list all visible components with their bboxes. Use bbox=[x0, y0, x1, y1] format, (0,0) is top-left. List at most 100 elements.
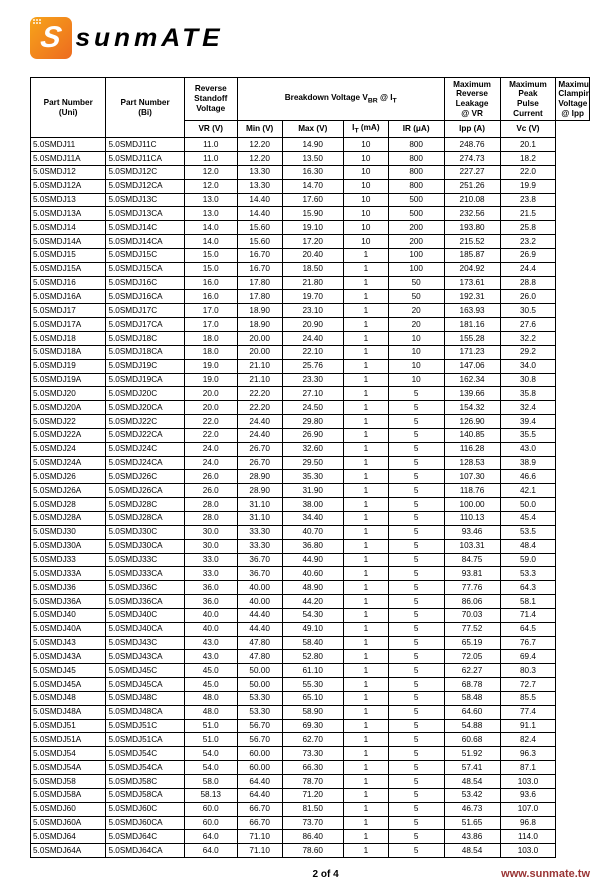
table-row: 5.0SMDJ45A5.0SMDJ45CA45.050.0055.301568.… bbox=[31, 678, 590, 692]
cell: 85.5 bbox=[500, 691, 556, 705]
cell: 22.10 bbox=[282, 345, 343, 359]
cell: 42.1 bbox=[500, 484, 556, 498]
cell: 1 bbox=[344, 511, 389, 525]
cell: 64.60 bbox=[444, 705, 500, 719]
cell: 57.41 bbox=[444, 761, 500, 775]
table-row: 5.0SMDJ185.0SMDJ18C18.020.0024.40110155.… bbox=[31, 332, 590, 346]
cell: 17.0 bbox=[184, 304, 237, 318]
cell: 215.52 bbox=[444, 235, 500, 249]
cell: 51.65 bbox=[444, 816, 500, 830]
cell: 1 bbox=[344, 290, 389, 304]
cell: 62.70 bbox=[282, 733, 343, 747]
cell: 5 bbox=[388, 691, 444, 705]
cell: 1 bbox=[344, 498, 389, 512]
cell: 5.0SMDJ16 bbox=[31, 276, 106, 290]
cell: 5.0SMDJ43C bbox=[106, 636, 184, 650]
cell: 5.0SMDJ40CA bbox=[106, 622, 184, 636]
cell: 96.3 bbox=[500, 747, 556, 761]
cell: 1 bbox=[344, 816, 389, 830]
cell: 20.90 bbox=[282, 318, 343, 332]
cell: 5.0SMDJ64A bbox=[31, 844, 106, 858]
cell: 5 bbox=[388, 581, 444, 595]
cell: 5.0SMDJ36C bbox=[106, 581, 184, 595]
cell: 18.90 bbox=[237, 318, 282, 332]
cell: 13.0 bbox=[184, 193, 237, 207]
cell: 5.0SMDJ30 bbox=[31, 525, 106, 539]
cell: 16.30 bbox=[282, 165, 343, 179]
table-row: 5.0SMDJ14A5.0SMDJ14CA14.015.6017.2010200… bbox=[31, 235, 590, 249]
table-row: 5.0SMDJ48A5.0SMDJ48CA48.053.3058.901564.… bbox=[31, 705, 590, 719]
cell: 1 bbox=[344, 622, 389, 636]
cell: 10 bbox=[344, 221, 389, 235]
cell: 248.76 bbox=[444, 138, 500, 152]
cell: 162.34 bbox=[444, 373, 500, 387]
cell: 5.0SMDJ19 bbox=[31, 359, 106, 373]
cell: 33.30 bbox=[237, 525, 282, 539]
table-row: 5.0SMDJ115.0SMDJ11C11.012.2014.901080024… bbox=[31, 138, 590, 152]
cell: 40.70 bbox=[282, 525, 343, 539]
cell: 1 bbox=[344, 691, 389, 705]
cell: 210.08 bbox=[444, 193, 500, 207]
cell: 58.1 bbox=[500, 595, 556, 609]
cell: 58.90 bbox=[282, 705, 343, 719]
table-row: 5.0SMDJ22A5.0SMDJ22CA22.024.4026.9015140… bbox=[31, 428, 590, 442]
cell: 17.20 bbox=[282, 235, 343, 249]
cell: 5 bbox=[388, 470, 444, 484]
cell: 19.0 bbox=[184, 359, 237, 373]
cell: 103.0 bbox=[500, 844, 556, 858]
cell: 10 bbox=[388, 345, 444, 359]
cell: 800 bbox=[388, 165, 444, 179]
cell: 53.5 bbox=[500, 525, 556, 539]
cell: 28.90 bbox=[237, 470, 282, 484]
cell: 5.0SMDJ12CA bbox=[106, 179, 184, 193]
cell: 15.60 bbox=[237, 221, 282, 235]
cell: 23.8 bbox=[500, 193, 556, 207]
cell: 58.0 bbox=[184, 775, 237, 789]
cell: 5 bbox=[388, 650, 444, 664]
cell: 5.0SMDJ43CA bbox=[106, 650, 184, 664]
cell: 5.0SMDJ15C bbox=[106, 248, 184, 262]
cell: 5.0SMDJ13CA bbox=[106, 207, 184, 221]
cell: 24.50 bbox=[282, 401, 343, 415]
cell: 5.0SMDJ20C bbox=[106, 387, 184, 401]
cell: 5.0SMDJ12A bbox=[31, 179, 106, 193]
cell: 81.50 bbox=[282, 802, 343, 816]
cell: 5.0SMDJ26C bbox=[106, 470, 184, 484]
table-row: 5.0SMDJ455.0SMDJ45C45.050.0061.101562.27… bbox=[31, 664, 590, 678]
cell: 26.90 bbox=[282, 428, 343, 442]
cell: 5 bbox=[388, 442, 444, 456]
cell: 44.40 bbox=[237, 608, 282, 622]
table-row: 5.0SMDJ11A5.0SMDJ11CA11.012.2013.5010800… bbox=[31, 152, 590, 166]
cell: 800 bbox=[388, 179, 444, 193]
cell: 31.90 bbox=[282, 484, 343, 498]
cell: 200 bbox=[388, 221, 444, 235]
cell: 20.00 bbox=[237, 345, 282, 359]
cell: 5.0SMDJ43 bbox=[31, 636, 106, 650]
col-rev-standoff: Reverse Standoff Voltage bbox=[184, 78, 237, 121]
table-row: 5.0SMDJ54A5.0SMDJ54CA54.060.0066.301557.… bbox=[31, 761, 590, 775]
cell: 5.0SMDJ58 bbox=[31, 775, 106, 789]
cell: 30.0 bbox=[184, 539, 237, 553]
cell: 5.0SMDJ20CA bbox=[106, 401, 184, 415]
cell: 14.40 bbox=[237, 193, 282, 207]
table-row: 5.0SMDJ645.0SMDJ64C64.071.1086.401543.86… bbox=[31, 830, 590, 844]
table-row: 5.0SMDJ26A5.0SMDJ26CA26.028.9031.9015118… bbox=[31, 484, 590, 498]
cell: 22.0 bbox=[184, 428, 237, 442]
cell: 5.0SMDJ48 bbox=[31, 691, 106, 705]
cell: 93.6 bbox=[500, 788, 556, 802]
cell: 107.30 bbox=[444, 470, 500, 484]
cell: 29.2 bbox=[500, 345, 556, 359]
cell: 800 bbox=[388, 152, 444, 166]
cell: 51.92 bbox=[444, 747, 500, 761]
cell: 19.0 bbox=[184, 373, 237, 387]
table-row: 5.0SMDJ30A5.0SMDJ30CA30.033.3036.8015103… bbox=[31, 539, 590, 553]
cell: 171.23 bbox=[444, 345, 500, 359]
cell: 1 bbox=[344, 830, 389, 844]
table-row: 5.0SMDJ175.0SMDJ17C17.018.9023.10120163.… bbox=[31, 304, 590, 318]
cell: 5 bbox=[388, 705, 444, 719]
cell: 5.0SMDJ33A bbox=[31, 567, 106, 581]
cell: 5.0SMDJ43A bbox=[31, 650, 106, 664]
cell: 60.00 bbox=[237, 747, 282, 761]
col-part-bi: Part Number (Bi) bbox=[106, 78, 184, 138]
table-row: 5.0SMDJ28A5.0SMDJ28CA28.031.1034.4015110… bbox=[31, 511, 590, 525]
